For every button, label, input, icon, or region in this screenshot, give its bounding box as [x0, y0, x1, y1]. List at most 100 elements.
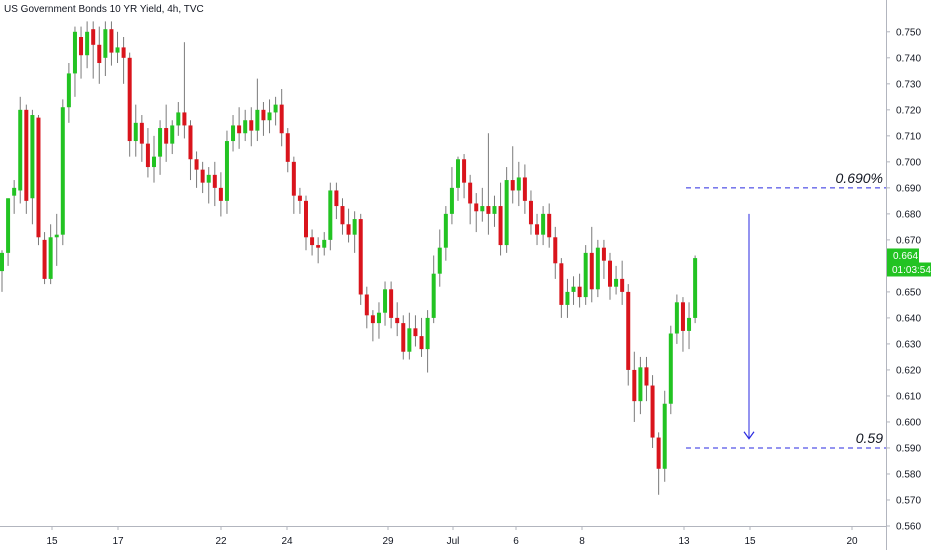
candle-body: [370, 315, 375, 324]
horizontal-levels[interactable]: 0.690% 0.690 0.59 0.590: [686, 170, 919, 455]
candle: [547, 203, 552, 248]
candle-body: [188, 125, 193, 160]
candle-body: [42, 239, 47, 279]
price-tick-label: 0.610: [896, 391, 921, 402]
candle-body: [583, 252, 588, 298]
candle: [291, 156, 296, 214]
time-tick-label: 6: [513, 536, 519, 547]
current-price-label: 0.664: [893, 251, 918, 262]
candle: [261, 102, 266, 136]
candle-body: [535, 224, 540, 235]
candle-body: [103, 29, 108, 58]
candle-body: [468, 182, 473, 204]
candle: [480, 187, 485, 222]
candle: [109, 21, 114, 66]
candle-body: [6, 198, 11, 253]
time-tick-label: 15: [46, 536, 58, 547]
candle: [0, 250, 4, 292]
candle-body: [255, 109, 260, 131]
candle: [376, 302, 381, 339]
candle-body: [547, 213, 552, 238]
candle: [24, 104, 29, 214]
candle: [419, 317, 424, 357]
candle: [18, 96, 23, 204]
candle-body: [541, 213, 546, 235]
candle-body: [662, 403, 667, 469]
candle: [206, 167, 211, 204]
candle: [601, 239, 606, 279]
candle: [589, 226, 594, 303]
candle: [115, 31, 120, 64]
candle: [285, 128, 290, 173]
candle: [42, 232, 47, 285]
candle-body: [687, 317, 692, 331]
candle: [662, 390, 667, 482]
candle: [243, 109, 248, 142]
time-axis[interactable]: 15 17 22 24 29 Jul 6 8 13 15 20: [0, 526, 886, 547]
candle: [680, 297, 685, 352]
candle-body: [36, 117, 41, 238]
candle-body: [425, 317, 430, 350]
candle-body: [176, 112, 181, 126]
price-tick-label: 0.690: [896, 183, 921, 194]
candles: [0, 21, 698, 495]
candle: [231, 115, 236, 152]
price-tick-label: 0.630: [896, 339, 921, 350]
candle: [674, 294, 679, 344]
candle: [632, 351, 637, 422]
price-tick-label: 0.670: [896, 235, 921, 246]
candle-body: [127, 57, 132, 142]
candle-body: [608, 260, 612, 287]
candle-body: [243, 120, 248, 134]
candle-body: [656, 437, 661, 469]
candle-body: [60, 107, 65, 235]
candle-body: [304, 200, 308, 238]
candle-body: [328, 190, 333, 240]
candle-body: [170, 125, 175, 144]
candle-body: [231, 125, 236, 142]
candle: [103, 21, 108, 77]
time-tick-label: 13: [678, 536, 690, 547]
candle-body: [389, 289, 394, 318]
candle-body: [200, 169, 205, 183]
candle: [255, 78, 260, 142]
candle-body: [553, 237, 558, 264]
price-axis[interactable]: 0.750 0.740 0.730 0.720 0.710 0.700 0.690 0.680…: [886, 0, 932, 550]
candle: [656, 432, 661, 495]
candle: [60, 99, 65, 246]
candle-body: [437, 247, 442, 274]
candle-body: [322, 239, 327, 248]
candle: [6, 198, 11, 266]
candle-body: [24, 109, 29, 201]
candle: [486, 133, 491, 235]
price-tick-label: 0.680: [896, 209, 921, 220]
candle: [97, 26, 102, 84]
candle-body: [224, 141, 229, 201]
candle: [571, 276, 576, 305]
price-tick-label: 0.750: [896, 27, 921, 38]
candle-body: [91, 29, 96, 45]
price-tick-label: 0.740: [896, 53, 921, 64]
candle-body: [18, 109, 23, 191]
candle-body: [334, 190, 339, 207]
price-tick-label: 0.620: [896, 365, 921, 376]
candle-body: [48, 237, 53, 279]
price-tick-label: 0.730: [896, 79, 921, 90]
candle-body: [413, 328, 418, 337]
candle-body: [139, 122, 144, 144]
candle-body: [182, 112, 187, 126]
candle-body: [364, 294, 369, 316]
candle-body: [614, 278, 619, 287]
countdown-badge-tab: [919, 262, 931, 277]
candle-body: [145, 143, 150, 168]
candle: [30, 109, 35, 225]
candle-body: [383, 289, 388, 313]
candle-body: [504, 180, 509, 246]
candle: [66, 63, 71, 123]
candle: [559, 258, 564, 318]
chart-title: US Government Bonds 10 YR Yield, 4h, TVC: [4, 4, 204, 15]
candle-body: [577, 286, 582, 298]
candle: [462, 154, 467, 199]
candle-body: [158, 128, 163, 157]
